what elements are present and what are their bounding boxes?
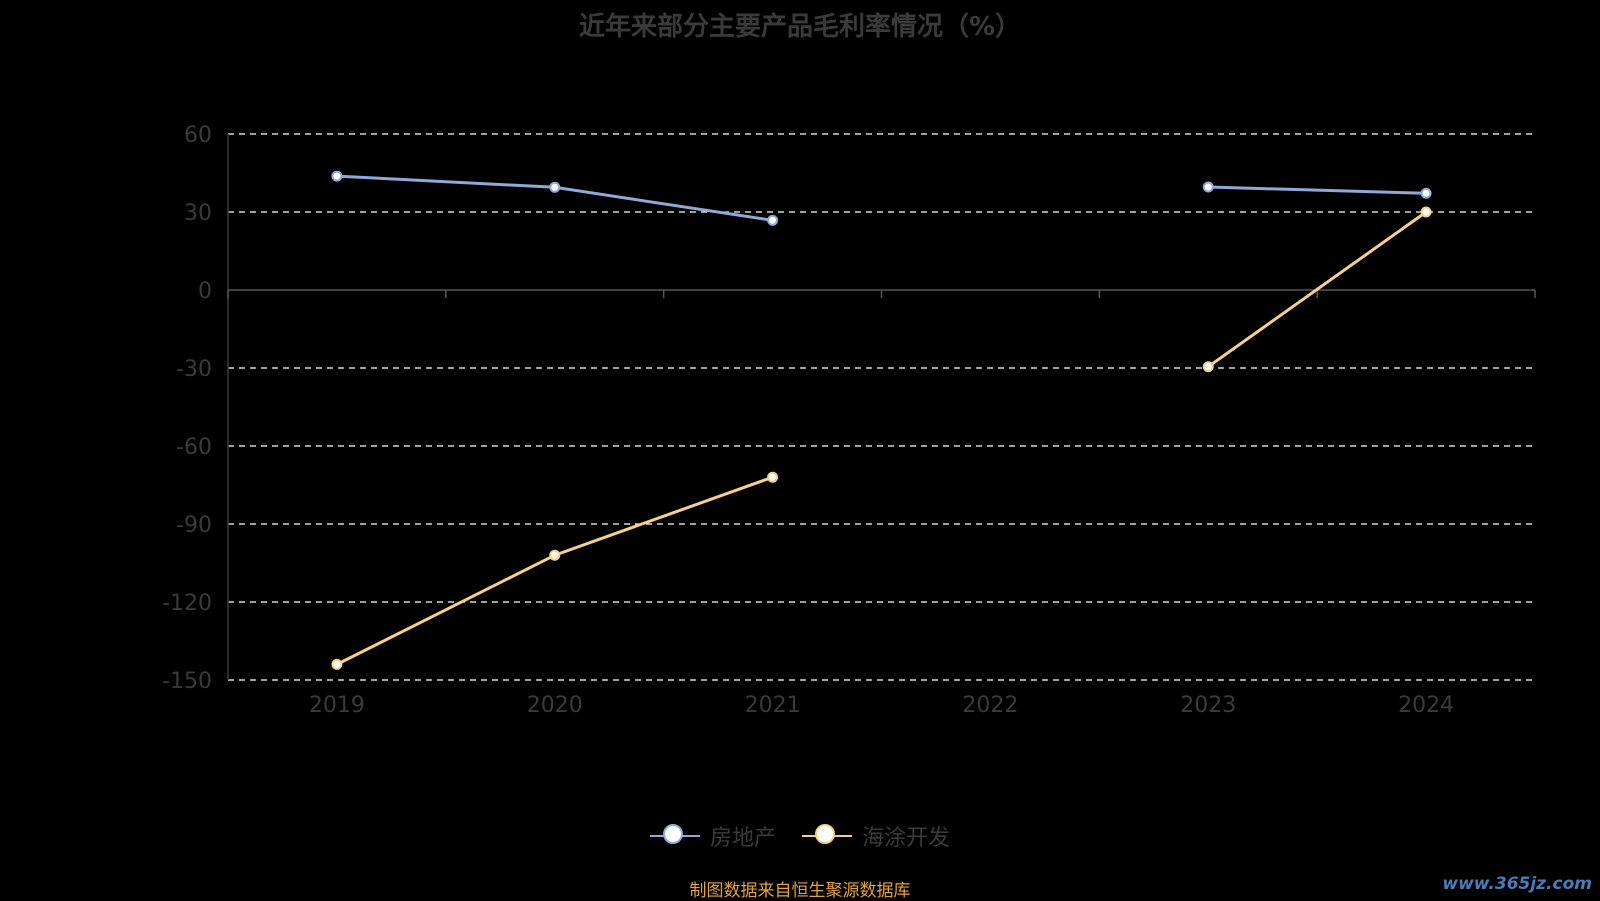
data-point	[549, 549, 561, 561]
series-line	[1208, 185, 1427, 195]
data-point	[767, 471, 779, 483]
legend-marker-icon	[649, 823, 700, 849]
x-tick-label: 2020	[527, 693, 583, 718]
data-point	[1420, 187, 1432, 199]
data-point	[331, 658, 343, 670]
watermark: www.365jz.com	[1442, 874, 1592, 894]
x-tick-label: 2021	[745, 693, 801, 718]
chart-title: 近年来部分主要产品毛利率情况（%）	[578, 12, 1022, 42]
series-line	[1207, 210, 1427, 368]
series-line	[336, 475, 774, 666]
x-tick-label: 2022	[962, 693, 1018, 718]
y-tick-label: 0	[198, 279, 212, 304]
x-tick-label: 2019	[309, 693, 365, 718]
y-tick-label: -60	[176, 435, 212, 460]
data-point	[1202, 361, 1214, 373]
legend-marker-icon	[802, 823, 852, 849]
legend: 房地产 海涂开发	[0, 820, 1600, 852]
y-tick-label: -30	[176, 357, 212, 382]
series-1	[331, 206, 1432, 670]
legend-label: 房地产	[709, 826, 776, 851]
legend-item-tidal-flat[interactable]: 海涂开发	[802, 820, 950, 852]
legend-label: 海涂开发	[862, 826, 951, 851]
y-tick-label: -90	[176, 513, 212, 538]
x-tick-label: 2024	[1398, 693, 1454, 718]
data-point	[331, 170, 343, 182]
y-tick-label: 60	[184, 123, 212, 148]
y-tick-label: -120	[162, 591, 212, 616]
data-point	[1202, 181, 1214, 193]
data-point	[767, 214, 779, 226]
data-point	[1420, 206, 1432, 218]
series-0	[331, 170, 1432, 226]
data-point	[549, 181, 561, 193]
x-tick-label: 2023	[1180, 693, 1236, 718]
data-source-note: 制图数据来自恒生聚源数据库	[689, 881, 911, 901]
legend-item-real-estate[interactable]: 房地产	[649, 820, 776, 852]
y-tick-label: 30	[184, 201, 212, 226]
y-tick-label: -150	[162, 669, 212, 694]
